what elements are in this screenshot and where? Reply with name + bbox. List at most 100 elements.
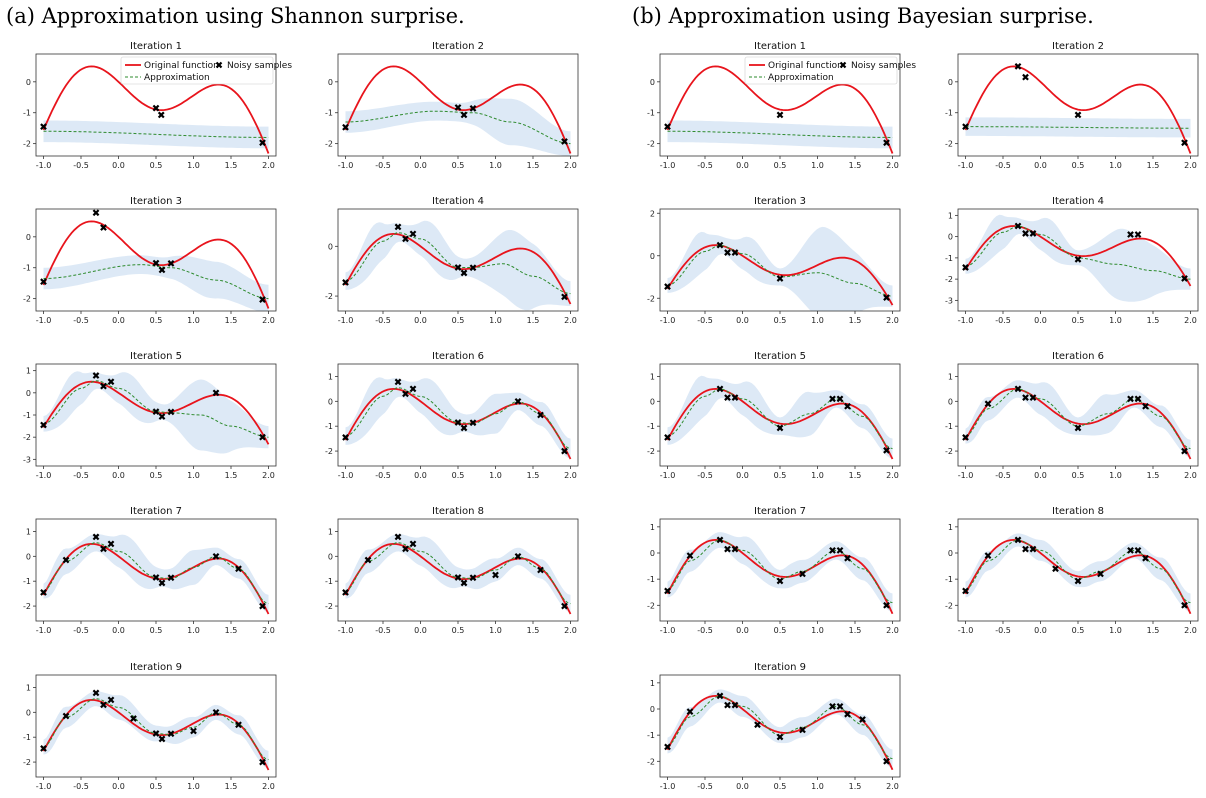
x-tick-label: -0.5	[73, 782, 89, 791]
y-tick-label: -2	[325, 140, 333, 149]
y-tick-label: -1	[23, 577, 31, 586]
x-tick-label: 2.0	[886, 471, 899, 480]
y-tick-label: -1	[945, 109, 953, 118]
noisy-sample-marker	[1142, 402, 1149, 410]
x-tick-label: -0.5	[73, 316, 89, 325]
noisy-sample-marker	[1029, 230, 1037, 237]
confidence-band	[345, 98, 571, 156]
noisy-sample-marker	[686, 708, 694, 715]
noisy-sample-marker	[460, 424, 468, 432]
plot-area	[666, 226, 894, 311]
noisy-sample-marker	[62, 712, 70, 720]
noisy-sample-marker	[190, 727, 197, 735]
noisy-sample-marker	[1181, 601, 1188, 609]
panel-title: Iteration 1	[130, 41, 182, 52]
x-tick-label: 2.0	[262, 161, 275, 170]
noisy-sample-marker	[152, 408, 160, 416]
confidence-band	[43, 534, 269, 613]
panel-title: Iteration 4	[432, 196, 484, 207]
y-tick-label: -2	[945, 601, 953, 610]
y-tick-label: -2	[647, 140, 655, 149]
y-tick-label: 0	[26, 78, 31, 87]
plot-area	[666, 689, 894, 771]
x-tick-label: 2.0	[262, 782, 275, 791]
noisy-sample-marker	[1097, 570, 1104, 578]
noisy-sample-marker	[561, 447, 568, 455]
x-tick-label: 1.5	[849, 626, 862, 635]
confidence-band	[667, 375, 893, 459]
noisy-sample-marker	[1014, 385, 1022, 393]
noisy-sample-marker	[158, 413, 166, 420]
noisy-sample-marker	[664, 283, 671, 290]
noisy-sample-marker	[107, 540, 115, 548]
noisy-sample-marker	[1014, 222, 1022, 230]
y-tick-label: 0	[650, 78, 655, 87]
plot-area	[666, 532, 894, 615]
noisy-sample-marker	[664, 434, 671, 441]
x-tick-label: 1.0	[811, 316, 824, 325]
noisy-sample-marker	[212, 552, 220, 560]
noisy-sample-marker	[235, 721, 242, 729]
noisy-sample-marker	[469, 574, 477, 582]
original-function-line	[964, 387, 1192, 460]
panel-bayesian-iteration-4: Iteration 4 -1.0 -0.5 0.0 0.5 1.0 1.5 2.0 1 0 -1 -2…	[945, 196, 1199, 325]
x-tick-label: 0.0	[414, 626, 427, 635]
noisy-sample-marker	[92, 372, 100, 379]
noisy-sample-marker	[731, 545, 739, 553]
confidence-band	[345, 534, 571, 613]
x-tick-label: -1.0	[36, 471, 52, 480]
x-tick-label: 1.0	[489, 626, 502, 635]
y-tick-label: -2	[325, 292, 333, 301]
x-tick-label: 1.0	[1109, 161, 1122, 170]
y-tick-label: 0	[26, 233, 31, 242]
panel-bayesian-iteration-8: Iteration 8 -1.0 -0.5 0.0 0.5 1.0 1.5 2.0 1 0 -1 -2	[945, 506, 1199, 635]
y-tick-label: 1	[650, 679, 655, 688]
confidence-band	[345, 377, 571, 459]
noisy-sample-marker	[731, 701, 739, 709]
y-tick-label: -2	[23, 433, 31, 442]
noisy-sample-marker	[157, 111, 165, 119]
noisy-sample-marker	[130, 715, 137, 722]
y-tick-label: 0	[26, 708, 31, 717]
noisy-sample-marker	[776, 733, 784, 741]
x-tick-label: 2.0	[564, 626, 577, 635]
y-tick-label: 1	[328, 527, 333, 536]
noisy-sample-marker	[492, 571, 499, 579]
noisy-sample-marker	[92, 689, 100, 697]
noisy-sample-marker	[1142, 554, 1149, 562]
noisy-sample-marker	[514, 552, 522, 560]
confidence-band	[965, 380, 1191, 458]
noisy-sample-marker	[844, 710, 851, 718]
x-tick-label: 2.0	[564, 471, 577, 480]
x-tick-label: -0.5	[375, 316, 391, 325]
noisy-sample-marker	[1127, 395, 1134, 403]
noisy-sample-marker	[469, 264, 477, 272]
x-tick-label: -0.5	[697, 626, 713, 635]
noisy-sample-marker	[776, 577, 784, 585]
noisy-sample-marker	[776, 275, 784, 282]
x-tick-label: 1.5	[849, 782, 862, 791]
x-tick-label: -1.0	[338, 471, 354, 480]
original-function-line	[964, 225, 1192, 287]
noisy-sample-marker	[158, 735, 166, 743]
noisy-sample-marker	[537, 411, 544, 419]
x-tick-label: -1.0	[338, 161, 354, 170]
y-tick-label: 1	[26, 527, 31, 536]
noisy-sample-marker	[469, 105, 477, 112]
approximation-line	[667, 388, 893, 450]
y-tick-label: -1	[23, 264, 31, 273]
x-tick-label: -0.5	[697, 161, 713, 170]
x-tick-label: 1.0	[1109, 316, 1122, 325]
noisy-sample-marker	[107, 696, 115, 704]
panel-title: Iteration 8	[1052, 506, 1104, 517]
noisy-sample-marker	[469, 419, 477, 427]
noisy-sample-marker	[454, 574, 462, 581]
noisy-sample-marker	[152, 574, 160, 581]
x-tick-label: 0.5	[150, 161, 163, 170]
noisy-sample-marker	[1022, 394, 1029, 401]
x-tick-label: 2.0	[886, 161, 899, 170]
noisy-sample-marker	[460, 579, 468, 587]
noisy-sample-marker	[1029, 545, 1037, 553]
x-tick-label: 0.5	[774, 316, 787, 325]
x-tick-label: -0.5	[995, 161, 1011, 170]
